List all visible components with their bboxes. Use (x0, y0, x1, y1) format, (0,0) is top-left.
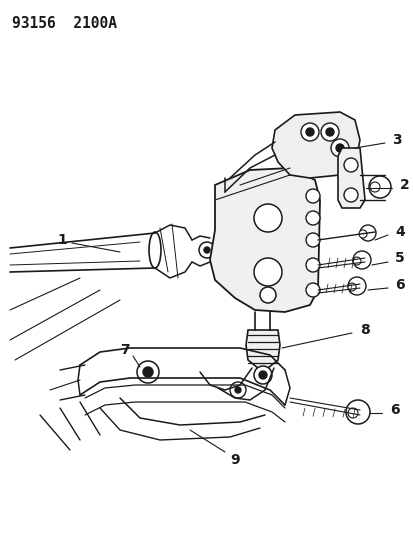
Circle shape (230, 382, 245, 398)
Polygon shape (209, 168, 319, 312)
Circle shape (199, 242, 214, 258)
Circle shape (343, 188, 357, 202)
Circle shape (325, 128, 333, 136)
Circle shape (137, 361, 159, 383)
Text: 6: 6 (394, 278, 404, 292)
Circle shape (254, 204, 281, 232)
Circle shape (368, 176, 390, 198)
Circle shape (345, 400, 369, 424)
Text: 3: 3 (391, 133, 401, 147)
Text: 2: 2 (399, 178, 409, 192)
Circle shape (352, 251, 370, 269)
Text: 7: 7 (120, 343, 130, 357)
Circle shape (204, 247, 209, 253)
Text: 93156  2100A: 93156 2100A (12, 16, 117, 31)
Circle shape (254, 366, 271, 384)
Text: 8: 8 (359, 323, 369, 337)
Circle shape (235, 387, 240, 393)
Circle shape (300, 123, 318, 141)
Circle shape (320, 123, 338, 141)
Circle shape (142, 367, 153, 377)
Text: 1: 1 (57, 233, 67, 247)
Circle shape (254, 258, 281, 286)
Circle shape (347, 277, 365, 295)
Circle shape (305, 189, 319, 203)
Circle shape (335, 144, 343, 152)
Circle shape (347, 283, 355, 291)
Circle shape (259, 371, 266, 379)
Polygon shape (245, 330, 279, 368)
Circle shape (343, 158, 357, 172)
Polygon shape (337, 148, 364, 208)
Circle shape (305, 258, 319, 272)
Circle shape (305, 233, 319, 247)
Circle shape (330, 139, 348, 157)
Text: 4: 4 (394, 225, 404, 239)
Circle shape (305, 283, 319, 297)
Polygon shape (271, 112, 359, 178)
Text: 5: 5 (394, 251, 404, 265)
Circle shape (352, 257, 360, 265)
Text: 6: 6 (389, 403, 399, 417)
Circle shape (305, 128, 313, 136)
Text: 9: 9 (230, 453, 239, 467)
Circle shape (359, 225, 375, 241)
Circle shape (305, 211, 319, 225)
Circle shape (259, 287, 275, 303)
Circle shape (369, 182, 379, 192)
Circle shape (347, 408, 357, 418)
Circle shape (358, 230, 366, 238)
